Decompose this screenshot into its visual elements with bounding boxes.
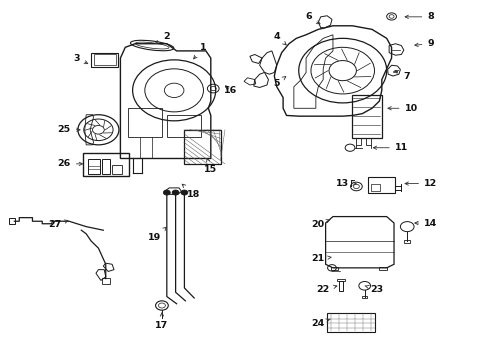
Text: 27: 27 — [48, 220, 68, 229]
Bar — [83, 153, 129, 176]
Bar — [366, 138, 371, 145]
Text: 12: 12 — [405, 179, 437, 188]
Text: 2: 2 — [155, 32, 170, 44]
Text: 22: 22 — [317, 285, 337, 294]
Circle shape — [181, 190, 188, 195]
Text: 7: 7 — [395, 71, 410, 81]
Text: 13: 13 — [336, 179, 356, 188]
Text: 1: 1 — [194, 43, 207, 59]
Bar — [356, 138, 361, 145]
Text: 18: 18 — [182, 184, 200, 199]
Text: 25: 25 — [58, 125, 80, 134]
Bar — [337, 279, 345, 281]
Bar — [128, 108, 162, 137]
Text: 11: 11 — [373, 143, 408, 152]
Circle shape — [172, 190, 179, 195]
Bar — [88, 159, 100, 174]
Text: 16: 16 — [224, 86, 237, 95]
Text: 3: 3 — [73, 54, 88, 64]
Text: 24: 24 — [312, 319, 330, 328]
Bar — [102, 159, 110, 174]
Bar — [102, 278, 110, 284]
Bar — [404, 240, 410, 243]
Text: 15: 15 — [204, 158, 218, 174]
Bar — [9, 219, 15, 224]
Text: 10: 10 — [388, 104, 417, 113]
Text: 6: 6 — [305, 12, 320, 24]
Bar — [370, 184, 380, 191]
Bar — [362, 296, 367, 298]
Text: 4: 4 — [273, 32, 286, 45]
Bar — [94, 54, 116, 65]
Circle shape — [163, 190, 170, 195]
Bar — [368, 177, 395, 193]
Text: 21: 21 — [312, 255, 331, 264]
Bar — [167, 116, 201, 137]
Text: 23: 23 — [365, 285, 384, 294]
Bar — [351, 95, 382, 138]
Bar — [112, 165, 122, 174]
Text: 19: 19 — [148, 227, 167, 242]
Text: 9: 9 — [415, 39, 434, 48]
Bar — [91, 53, 118, 67]
Bar — [331, 267, 338, 270]
Bar — [379, 267, 387, 270]
Bar — [339, 281, 343, 291]
Text: 14: 14 — [415, 219, 437, 228]
Bar — [327, 313, 375, 332]
Text: 20: 20 — [312, 220, 330, 229]
Text: 26: 26 — [58, 159, 82, 168]
Text: 8: 8 — [405, 12, 434, 21]
Bar — [184, 130, 220, 164]
Text: 17: 17 — [155, 313, 169, 330]
Text: 5: 5 — [273, 77, 286, 88]
